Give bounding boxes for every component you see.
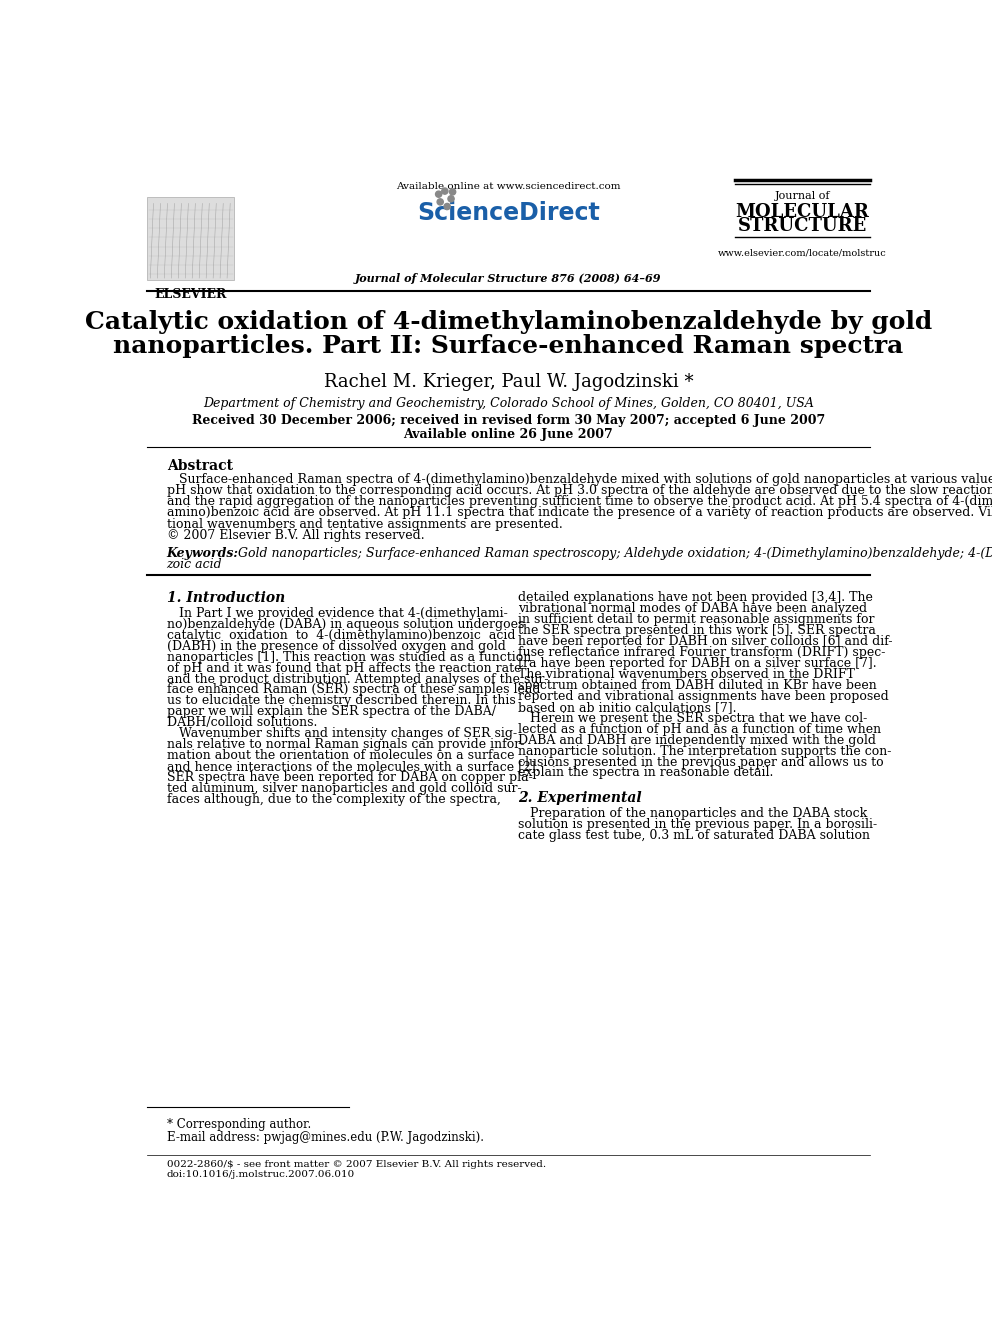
Text: in sufficient detail to permit reasonable assignments for: in sufficient detail to permit reasonabl… xyxy=(518,614,874,626)
Text: ted aluminum, silver nanoparticles and gold colloid sur-: ted aluminum, silver nanoparticles and g… xyxy=(167,782,521,795)
Text: nals relative to normal Raman signals can provide infor-: nals relative to normal Raman signals ca… xyxy=(167,738,524,751)
Text: tional wavenumbers and tentative assignments are presented.: tional wavenumbers and tentative assignm… xyxy=(167,517,562,531)
Text: Herein we present the SER spectra that we have col-: Herein we present the SER spectra that w… xyxy=(518,712,867,725)
Text: cate glass test tube, 0.3 mL of saturated DABA solution: cate glass test tube, 0.3 mL of saturate… xyxy=(518,828,870,841)
Circle shape xyxy=(448,196,454,202)
Text: (DABH) in the presence of dissolved oxygen and gold: (DABH) in the presence of dissolved oxyg… xyxy=(167,640,506,652)
Text: lected as a function of pH and as a function of time when: lected as a function of pH and as a func… xyxy=(518,722,881,736)
Text: © 2007 Elsevier B.V. All rights reserved.: © 2007 Elsevier B.V. All rights reserved… xyxy=(167,529,425,541)
Circle shape xyxy=(437,198,443,205)
Text: Surface-enhanced Raman spectra of 4-(dimethylamino)benzaldehyde mixed with solut: Surface-enhanced Raman spectra of 4-(dim… xyxy=(167,472,992,486)
Text: STRUCTURE: STRUCTURE xyxy=(737,217,867,235)
Text: E-mail address: pwjag@mines.edu (P.W. Jagodzinski).: E-mail address: pwjag@mines.edu (P.W. Ja… xyxy=(167,1131,484,1144)
Text: Rachel M. Krieger, Paul W. Jagodzinski *: Rachel M. Krieger, Paul W. Jagodzinski * xyxy=(323,373,693,390)
Text: detailed explanations have not been provided [3,4]. The: detailed explanations have not been prov… xyxy=(518,591,873,605)
Text: Preparation of the nanoparticles and the DABA stock: Preparation of the nanoparticles and the… xyxy=(518,807,867,820)
Text: paper we will explain the SER spectra of the DABA/: paper we will explain the SER spectra of… xyxy=(167,705,496,718)
Text: zoic acid: zoic acid xyxy=(167,558,222,572)
Text: www.elsevier.com/locate/molstruc: www.elsevier.com/locate/molstruc xyxy=(718,249,887,257)
Text: and the rapid aggregation of the nanoparticles preventing sufficient time to obs: and the rapid aggregation of the nanopar… xyxy=(167,495,992,508)
Text: amino)benzoic acid are observed. At pH 11.1 spectra that indicate the presence o: amino)benzoic acid are observed. At pH 1… xyxy=(167,507,992,520)
Text: 2. Experimental: 2. Experimental xyxy=(518,791,641,806)
Text: doi:10.1016/j.molstruc.2007.06.010: doi:10.1016/j.molstruc.2007.06.010 xyxy=(167,1170,355,1179)
Text: face enhanced Raman (SER) spectra of these samples lead: face enhanced Raman (SER) spectra of the… xyxy=(167,684,540,696)
Text: Journal of Molecular Structure 876 (2008) 64–69: Journal of Molecular Structure 876 (2008… xyxy=(355,273,662,283)
Text: have been reported for DABH on silver colloids [6] and dif-: have been reported for DABH on silver co… xyxy=(518,635,892,648)
Circle shape xyxy=(444,204,450,209)
Circle shape xyxy=(441,188,448,194)
Text: explain the spectra in reasonable detail.: explain the spectra in reasonable detail… xyxy=(518,766,773,779)
Text: Catalytic oxidation of 4-dimethylaminobenzaldehyde by gold: Catalytic oxidation of 4-dimethylaminobe… xyxy=(84,310,932,333)
Text: no)benzaldehyde (DABA) in aqueous solution undergoes: no)benzaldehyde (DABA) in aqueous soluti… xyxy=(167,618,524,631)
Text: tra have been reported for DABH on a silver surface [7].: tra have been reported for DABH on a sil… xyxy=(518,658,876,671)
Text: clusions presented in the previous paper and allows us to: clusions presented in the previous paper… xyxy=(518,755,883,769)
Text: solution is presented in the previous paper. In a borosili-: solution is presented in the previous pa… xyxy=(518,818,877,831)
Text: us to elucidate the chemistry described therein. In this: us to elucidate the chemistry described … xyxy=(167,695,516,708)
Text: and the product distribution. Attempted analyses of the sur-: and the product distribution. Attempted … xyxy=(167,672,549,685)
Text: of pH and it was found that pH affects the reaction rate: of pH and it was found that pH affects t… xyxy=(167,662,521,675)
Text: vibrational normal modes of DABA have been analyzed: vibrational normal modes of DABA have be… xyxy=(518,602,867,615)
Text: 0022-2860/$ - see front matter © 2007 Elsevier B.V. All rights reserved.: 0022-2860/$ - see front matter © 2007 El… xyxy=(167,1160,546,1168)
Text: SER spectra have been reported for DABA on copper pla-: SER spectra have been reported for DABA … xyxy=(167,771,533,785)
Text: nanoparticles [1]. This reaction was studied as a function: nanoparticles [1]. This reaction was stu… xyxy=(167,651,531,664)
Text: DABA and DABH are independently mixed with the gold: DABA and DABH are independently mixed wi… xyxy=(518,734,876,746)
Text: ScienceDirect: ScienceDirect xyxy=(417,201,600,225)
Text: Department of Chemistry and Geochemistry, Colorado School of Mines, Golden, CO 8: Department of Chemistry and Geochemistry… xyxy=(203,397,813,410)
Text: faces although, due to the complexity of the spectra,: faces although, due to the complexity of… xyxy=(167,792,501,806)
Text: Available online at www.sciencedirect.com: Available online at www.sciencedirect.co… xyxy=(396,181,621,191)
Bar xyxy=(147,197,234,280)
Text: Keywords:: Keywords: xyxy=(167,546,243,560)
Text: MOLECULAR: MOLECULAR xyxy=(735,202,869,221)
Text: Journal of: Journal of xyxy=(775,191,830,201)
Text: pH show that oxidation to the corresponding acid occurs. At pH 3.0 spectra of th: pH show that oxidation to the correspond… xyxy=(167,484,992,497)
Text: nanoparticle solution. The interpretation supports the con-: nanoparticle solution. The interpretatio… xyxy=(518,745,891,758)
Text: the SER spectra presented in this work [5]. SER spectra: the SER spectra presented in this work [… xyxy=(518,624,876,638)
Text: Received 30 December 2006; received in revised form 30 May 2007; accepted 6 June: Received 30 December 2006; received in r… xyxy=(191,414,825,427)
Text: based on ab initio calculations [7].: based on ab initio calculations [7]. xyxy=(518,701,736,714)
Text: The vibrational wavenumbers observed in the DRIFT: The vibrational wavenumbers observed in … xyxy=(518,668,854,681)
Text: In Part I we provided evidence that 4-(dimethylami-: In Part I we provided evidence that 4-(d… xyxy=(167,607,507,620)
Text: * Corresponding author.: * Corresponding author. xyxy=(167,1118,310,1131)
Text: mation about the orientation of molecules on a surface: mation about the orientation of molecule… xyxy=(167,749,514,762)
Text: spectrum obtained from DABH diluted in KBr have been: spectrum obtained from DABH diluted in K… xyxy=(518,679,877,692)
Text: Gold nanoparticles; Surface-enhanced Raman spectroscopy; Aldehyde oxidation; 4-(: Gold nanoparticles; Surface-enhanced Ram… xyxy=(238,546,992,560)
Text: catalytic  oxidation  to  4-(dimethylamino)benzoic  acid: catalytic oxidation to 4-(dimethylamino)… xyxy=(167,628,515,642)
Text: fuse reflectance infrared Fourier transform (DRIFT) spec-: fuse reflectance infrared Fourier transf… xyxy=(518,646,885,659)
Text: DABH/colloid solutions.: DABH/colloid solutions. xyxy=(167,716,317,729)
Text: Available online 26 June 2007: Available online 26 June 2007 xyxy=(404,429,613,442)
Text: 1. Introduction: 1. Introduction xyxy=(167,591,285,606)
Text: Abstract: Abstract xyxy=(167,459,233,474)
Text: and hence interactions of the molecules with a surface [2].: and hence interactions of the molecules … xyxy=(167,759,540,773)
Text: ELSEVIER: ELSEVIER xyxy=(155,288,227,302)
Text: nanoparticles. Part II: Surface-enhanced Raman spectra: nanoparticles. Part II: Surface-enhanced… xyxy=(113,335,904,359)
Text: Wavenumber shifts and intensity changes of SER sig-: Wavenumber shifts and intensity changes … xyxy=(167,728,517,740)
Circle shape xyxy=(435,191,441,197)
Text: reported and vibrational assignments have been proposed: reported and vibrational assignments hav… xyxy=(518,689,889,703)
Circle shape xyxy=(449,189,455,194)
